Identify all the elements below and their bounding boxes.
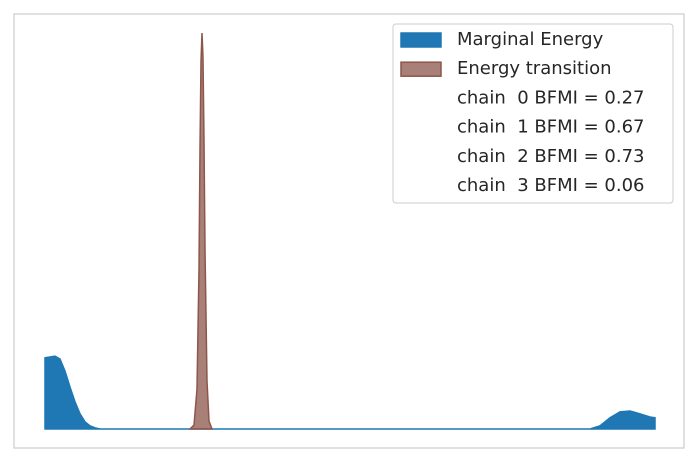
legend-label: Marginal Energy	[457, 29, 604, 50]
legend-box	[392, 23, 674, 204]
legend-label: chain 0 BFMI = 0.27	[457, 87, 645, 108]
density-area	[44, 355, 656, 430]
legend-swatch	[400, 61, 442, 77]
areas	[44, 32, 656, 430]
legend-label: chain 3 BFMI = 0.06	[457, 175, 645, 196]
legend-label: chain 1 BFMI = 0.67	[457, 117, 645, 138]
legend-label: Energy transition	[457, 58, 612, 79]
legend-swatch	[400, 32, 442, 48]
legend: Marginal Energy Energy transition chain 0 …	[400, 29, 645, 196]
legend-label: chain 2 BFMI = 0.73	[457, 146, 645, 167]
density-area	[188, 32, 214, 430]
